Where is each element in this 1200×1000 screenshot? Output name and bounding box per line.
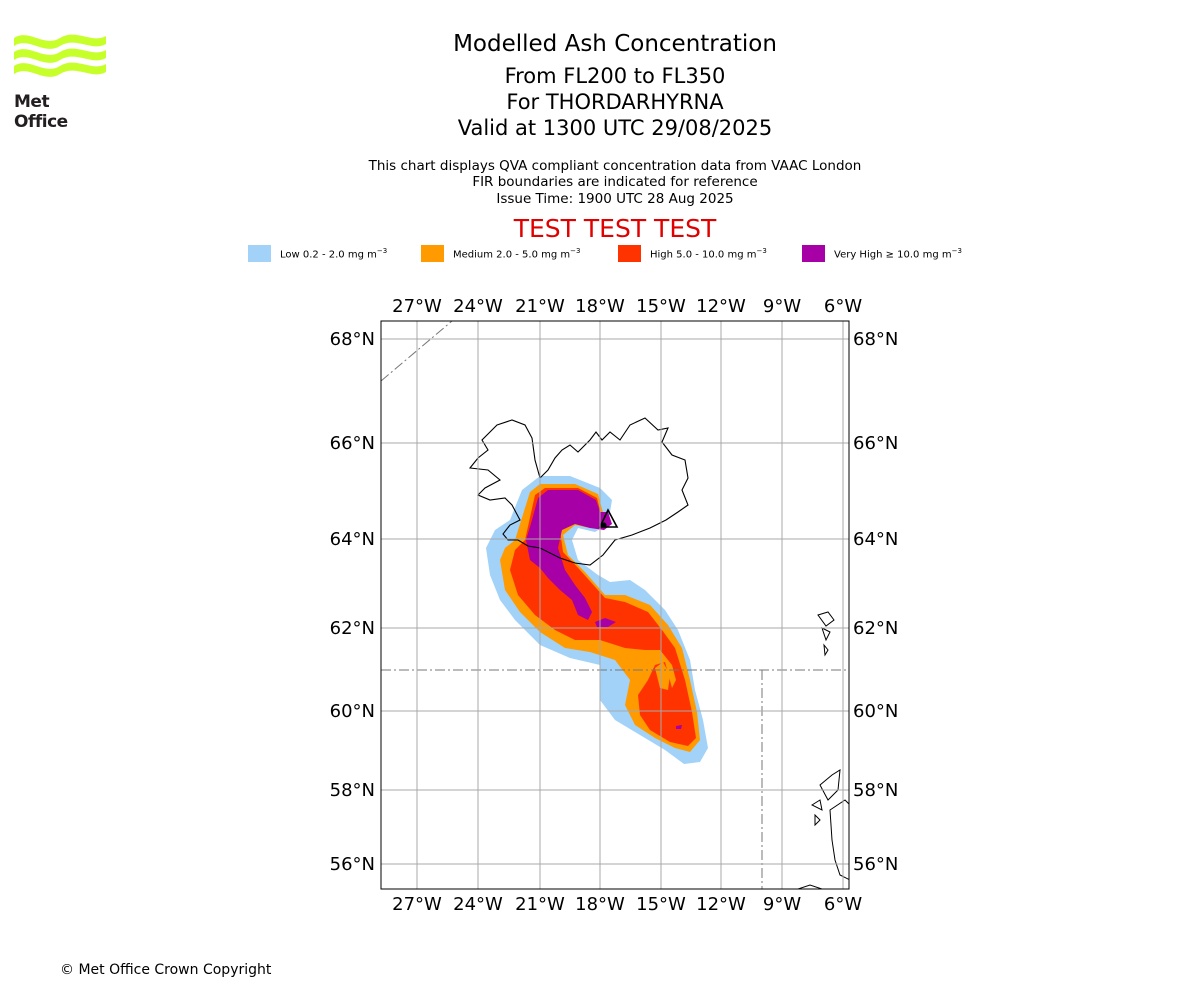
lat-tick-label: 64°N <box>853 529 898 550</box>
fir-boundaries <box>381 321 849 889</box>
volcano-triangle-icon <box>598 508 619 528</box>
graticule <box>381 321 849 889</box>
coastline-faroes <box>817 611 835 657</box>
lat-tick-label: 58°N <box>330 780 375 801</box>
lat-tick-label: 66°N <box>853 433 898 454</box>
legend-swatch-medium <box>421 245 444 262</box>
coastline-scotland <box>796 769 849 889</box>
lon-tick-label: 27°W <box>392 296 442 317</box>
lon-tick-label: 21°W <box>515 296 565 317</box>
lat-tick-label: 68°N <box>853 329 898 350</box>
legend-swatch-high <box>618 245 641 262</box>
lat-labels-left: 68°N 66°N 64°N 62°N 60°N 58°N 56°N <box>330 329 375 875</box>
lon-tick-label: 15°W <box>636 296 686 317</box>
volcano-name: For THORDARHYRNA <box>506 90 724 114</box>
lon-tick-label: 18°W <box>575 894 625 915</box>
ash-area-very-high-dot <box>676 725 682 729</box>
lat-tick-label: 60°N <box>853 701 898 722</box>
legend-label-low: Low 0.2 - 2.0 mg m−3 <box>280 247 388 261</box>
lat-tick-label: 66°N <box>330 433 375 454</box>
info-line-fir: FIR boundaries are indicated for referen… <box>472 174 758 190</box>
map-frame <box>380 320 850 890</box>
coastline-iceland <box>468 417 689 566</box>
logo-text: Met Office <box>14 92 68 132</box>
lat-tick-label: 68°N <box>330 329 375 350</box>
lat-labels-right: 68°N 66°N 64°N 62°N 60°N 58°N 56°N <box>853 329 898 875</box>
lon-tick-label: 18°W <box>575 296 625 317</box>
met-office-logo: Met Office <box>14 30 108 132</box>
info-line-qva: This chart displays QVA compliant concen… <box>368 158 862 174</box>
met-office-waves-icon <box>14 34 106 77</box>
lon-tick-label: 12°W <box>696 296 746 317</box>
lat-tick-label: 56°N <box>853 854 898 875</box>
lat-tick-label: 62°N <box>853 618 898 639</box>
lat-tick-label: 58°N <box>853 780 898 801</box>
lat-tick-label: 56°N <box>330 854 375 875</box>
lon-labels-top: 27°W 24°W 21°W 18°W 15°W 12°W 9°W 6°W <box>392 296 862 317</box>
lon-tick-label: 12°W <box>696 894 746 915</box>
lon-tick-label: 24°W <box>453 894 503 915</box>
legend-label-high: High 5.0 - 10.0 mg m−3 <box>650 247 767 261</box>
ash-area-medium-inner <box>655 662 670 690</box>
legend-swatch-low <box>248 245 271 262</box>
chart-title: Modelled Ash Concentration <box>453 31 777 57</box>
lat-tick-label: 60°N <box>330 701 375 722</box>
valid-time: Valid at 1300 UTC 29/08/2025 <box>457 116 773 140</box>
lon-tick-label: 6°W <box>824 894 862 915</box>
lon-tick-label: 9°W <box>763 894 801 915</box>
lat-tick-label: 64°N <box>330 529 375 550</box>
lon-labels-bottom: 27°W 24°W 21°W 18°W 15°W 12°W 9°W 6°W <box>392 894 862 915</box>
lon-tick-label: 15°W <box>636 894 686 915</box>
volcano-dot <box>601 522 607 528</box>
lon-tick-label: 24°W <box>453 296 503 317</box>
lon-tick-label: 6°W <box>824 296 862 317</box>
lon-tick-label: 9°W <box>763 296 801 317</box>
lat-tick-label: 62°N <box>330 618 375 639</box>
legend-label-very-high: Very High ≥ 10.0 mg m−3 <box>834 247 962 261</box>
lon-tick-label: 21°W <box>515 894 565 915</box>
lon-tick-label: 27°W <box>392 894 442 915</box>
test-banner: TEST TEST TEST <box>513 214 717 243</box>
ash-area-very-high <box>526 490 612 620</box>
issue-time: Issue Time: 1900 UTC 28 Aug 2025 <box>496 191 734 207</box>
legend-swatch-very-high <box>802 245 825 262</box>
copyright: © Met Office Crown Copyright <box>60 962 272 978</box>
flight-levels: From FL200 to FL350 <box>504 64 726 88</box>
legend-label-medium: Medium 2.0 - 5.0 mg m−3 <box>453 247 581 261</box>
